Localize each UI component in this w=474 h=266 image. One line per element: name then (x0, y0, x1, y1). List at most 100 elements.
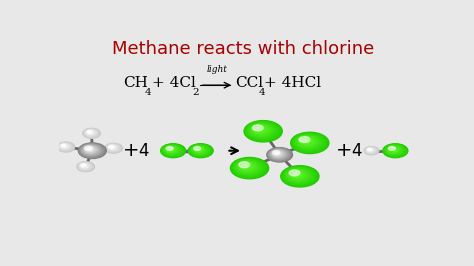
Circle shape (194, 147, 203, 152)
Circle shape (83, 145, 99, 155)
Circle shape (244, 165, 247, 167)
Circle shape (88, 131, 91, 133)
Circle shape (367, 148, 374, 152)
Circle shape (284, 168, 313, 184)
Circle shape (77, 162, 94, 172)
Circle shape (81, 164, 88, 168)
Circle shape (276, 153, 278, 154)
Circle shape (304, 140, 307, 142)
Circle shape (291, 132, 329, 153)
Circle shape (365, 147, 377, 154)
Circle shape (292, 133, 327, 152)
Circle shape (87, 148, 92, 150)
Circle shape (194, 147, 201, 151)
Circle shape (268, 148, 290, 160)
Circle shape (300, 138, 313, 145)
Text: +: + (336, 141, 352, 160)
Circle shape (85, 130, 97, 136)
Circle shape (270, 149, 287, 159)
Circle shape (253, 125, 263, 131)
Text: 4: 4 (138, 142, 148, 160)
Circle shape (269, 149, 289, 160)
Circle shape (295, 135, 321, 149)
Circle shape (268, 148, 291, 161)
Circle shape (84, 146, 92, 150)
Circle shape (82, 165, 85, 167)
Circle shape (88, 131, 92, 134)
Circle shape (271, 150, 286, 158)
Circle shape (239, 162, 255, 171)
Circle shape (166, 147, 176, 153)
Circle shape (62, 145, 66, 147)
Circle shape (389, 147, 398, 152)
Circle shape (289, 170, 300, 176)
Circle shape (245, 121, 280, 141)
Circle shape (59, 143, 71, 150)
Circle shape (163, 145, 182, 156)
Circle shape (364, 147, 379, 155)
Circle shape (107, 144, 119, 152)
Circle shape (78, 162, 93, 171)
Circle shape (299, 137, 315, 146)
Circle shape (86, 147, 93, 151)
Circle shape (240, 163, 253, 170)
Circle shape (281, 166, 319, 187)
Circle shape (107, 145, 119, 151)
Circle shape (80, 144, 103, 157)
Circle shape (195, 148, 201, 151)
Circle shape (85, 147, 95, 152)
Circle shape (387, 146, 401, 154)
Circle shape (191, 146, 208, 155)
Circle shape (87, 130, 91, 133)
Circle shape (365, 147, 376, 153)
Circle shape (109, 146, 116, 149)
Circle shape (288, 170, 307, 180)
Circle shape (235, 160, 261, 174)
Circle shape (233, 159, 264, 177)
Circle shape (60, 144, 70, 149)
Circle shape (273, 151, 282, 156)
Circle shape (388, 147, 399, 153)
Circle shape (257, 128, 260, 130)
Circle shape (196, 148, 200, 151)
Circle shape (301, 138, 311, 144)
Circle shape (302, 139, 309, 143)
Circle shape (299, 136, 310, 143)
Circle shape (164, 146, 181, 155)
Circle shape (237, 161, 257, 172)
Circle shape (190, 145, 210, 156)
Circle shape (192, 146, 207, 154)
Circle shape (282, 166, 317, 186)
Circle shape (111, 147, 112, 148)
Circle shape (86, 130, 95, 135)
Circle shape (80, 164, 89, 169)
Circle shape (368, 149, 372, 151)
Circle shape (82, 145, 100, 155)
Circle shape (87, 131, 94, 135)
Circle shape (164, 146, 179, 154)
Text: 4: 4 (258, 89, 265, 97)
Circle shape (244, 120, 282, 142)
Text: +: + (123, 141, 139, 160)
Circle shape (367, 148, 374, 152)
Circle shape (290, 171, 303, 178)
Text: CH: CH (124, 76, 148, 90)
Circle shape (249, 123, 274, 138)
Circle shape (297, 136, 319, 148)
Circle shape (294, 134, 323, 150)
Circle shape (298, 136, 317, 147)
Circle shape (78, 143, 106, 159)
Circle shape (166, 147, 173, 151)
Circle shape (162, 144, 184, 157)
Circle shape (109, 146, 115, 149)
Circle shape (58, 143, 73, 151)
Circle shape (250, 124, 272, 136)
Circle shape (60, 144, 69, 149)
Circle shape (168, 148, 173, 151)
Circle shape (388, 146, 400, 153)
Circle shape (83, 128, 100, 138)
Text: Methane reacts with chlorine: Methane reacts with chlorine (112, 40, 374, 58)
Circle shape (193, 146, 205, 153)
Circle shape (81, 144, 102, 156)
Circle shape (79, 143, 105, 158)
